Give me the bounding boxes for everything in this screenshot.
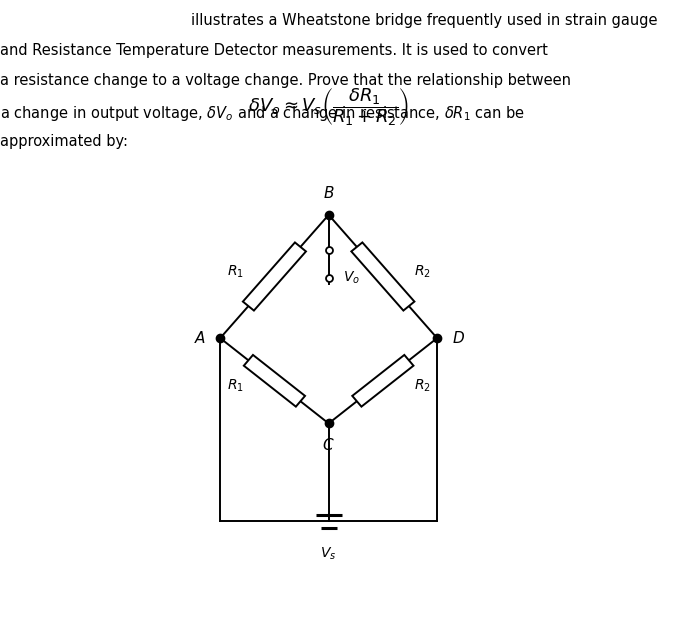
Text: $R_2$: $R_2$ [414, 264, 430, 279]
Text: $V_o$: $V_o$ [343, 270, 360, 286]
Text: a change in output voltage, $\delta V_o$ and a change in resistance, $\delta R_1: a change in output voltage, $\delta V_o$… [0, 104, 525, 123]
Bar [352, 355, 414, 406]
Text: $R_1$: $R_1$ [226, 378, 244, 394]
Text: $A$: $A$ [194, 330, 206, 346]
Text: $V_s$: $V_s$ [320, 545, 337, 562]
Text: $\delta V_o \approx V_s\left(\dfrac{\delta R_1}{R_1 + R_2}\right)$: $\delta V_o \approx V_s\left(\dfrac{\del… [248, 87, 409, 128]
Bar [243, 243, 306, 310]
Text: $D$: $D$ [452, 330, 464, 346]
Bar [352, 243, 415, 310]
Text: and Resistance Temperature Detector measurements. It is used to convert: and Resistance Temperature Detector meas… [0, 43, 548, 58]
Text: approximated by:: approximated by: [0, 134, 128, 149]
Text: $C$: $C$ [322, 437, 335, 453]
Text: a resistance change to a voltage change. Prove that the relationship between: a resistance change to a voltage change.… [0, 73, 571, 88]
Text: $R_2$: $R_2$ [414, 378, 430, 394]
Text: $R_1$: $R_1$ [226, 264, 244, 279]
Text: illustrates a Wheatstone bridge frequently used in strain gauge: illustrates a Wheatstone bridge frequent… [191, 13, 657, 28]
Text: $B$: $B$ [323, 185, 334, 201]
Bar [244, 355, 305, 406]
